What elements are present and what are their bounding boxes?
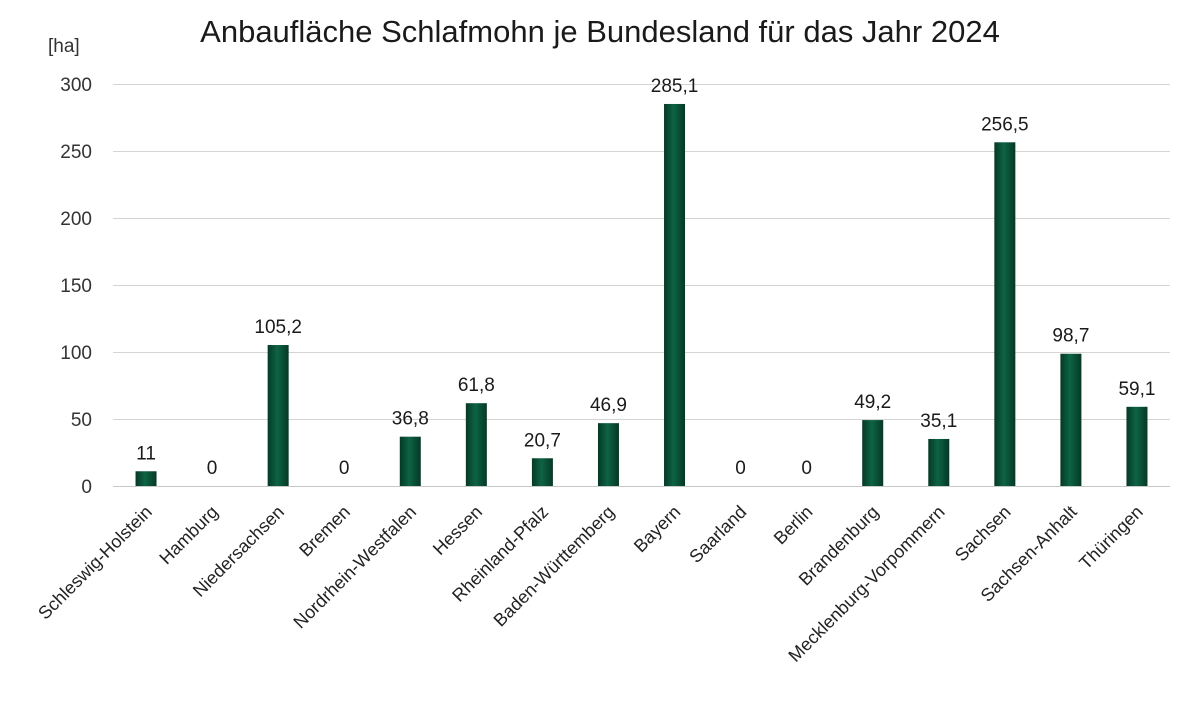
chart-title: Anbaufläche Schlafmohn je Bundesland für… [200,14,1000,49]
y-axis-ticks: 0 50 100 150 200 250 300 [60,75,92,498]
x-tick-label: Schleswig-Holstein [34,502,156,624]
bar [531,458,553,486]
x-tick-label: Sachsen [951,502,1015,566]
data-label: 35,1 [920,411,957,432]
bars [135,103,1148,487]
bar [597,423,619,486]
data-label: 256,5 [981,114,1029,135]
bar [928,438,950,486]
x-tick-label: Bremen [295,502,354,561]
y-tick-label: 150 [60,276,92,297]
data-label: 11 [136,443,156,464]
gridlines [113,84,1170,487]
data-label: 0 [339,458,350,479]
bar [664,103,686,486]
bar [1060,353,1082,486]
data-label: 0 [735,458,746,479]
bar [994,142,1016,487]
data-labels: 11 0 105,2 0 36,8 61,8 20,7 46,9 285,1 0 0 49,2 35,1… [136,76,1155,479]
y-tick-label: 0 [81,477,92,498]
data-label: 20,7 [524,430,561,451]
x-tick-label: Saarland [685,502,750,567]
bar [135,471,157,486]
x-tick-label: Berlin [770,502,817,549]
bar [399,436,421,486]
x-tick-label: Hessen [429,502,486,559]
y-tick-label: 50 [71,410,92,431]
data-label: 36,8 [392,409,429,430]
data-label: 49,2 [854,392,891,413]
data-label: 59,1 [1118,379,1155,400]
data-label: 0 [207,458,218,479]
y-axis-unit-label: [ha] [48,36,80,57]
data-label: 46,9 [590,395,627,416]
bar [267,345,289,486]
x-tick-label: Nordrhein-Westfalen [289,502,420,633]
bar [862,420,884,486]
data-label: 61,8 [458,375,495,396]
x-tick-label: Thüringen [1075,502,1146,573]
y-tick-label: 250 [60,142,92,163]
x-tick-label: Bayern [630,502,684,556]
x-tick-label: Hamburg [155,502,221,568]
x-tick-label: Baden-Württemberg [490,502,619,631]
y-tick-label: 200 [60,209,92,230]
y-tick-label: 100 [60,343,92,364]
data-label: 0 [801,458,812,479]
bar [1126,406,1148,486]
data-label: 285,1 [651,76,699,97]
data-label: 105,2 [254,317,302,338]
data-label: 98,7 [1052,326,1089,347]
bar [465,403,487,486]
y-tick-label: 300 [60,75,92,96]
